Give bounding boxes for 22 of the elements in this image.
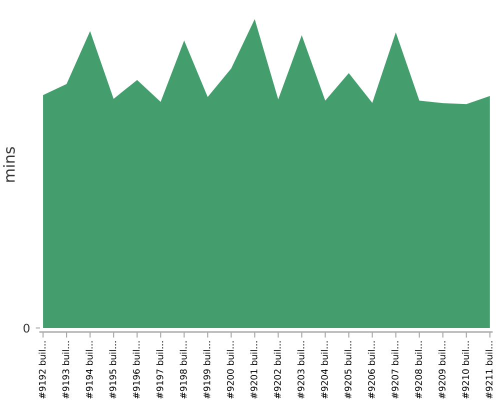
- x-tick-label: #9211 buil…: [486, 341, 493, 399]
- x-tick-label: #9193 buil…: [62, 341, 70, 399]
- x-tick-label: #9195 buil…: [109, 341, 116, 399]
- x-tick-label: #9208 buil…: [414, 341, 422, 399]
- x-tick-label: #9199 buil…: [203, 341, 210, 399]
- x-tick-label: #9205 buil…: [344, 341, 352, 399]
- x-tick-label: #9207 buil…: [391, 341, 398, 399]
- x-tick-label: #9196 buil…: [132, 341, 140, 399]
- x-tick-label: #9198 buil…: [180, 341, 187, 399]
- y-axis-title: mins: [3, 147, 15, 182]
- x-tick-label: #9203 buil…: [297, 341, 304, 399]
- x-tick-label: #9192 buil…: [38, 341, 46, 399]
- x-tick-label: #9204 buil…: [320, 341, 328, 399]
- x-tick-label: #9209 buil…: [438, 341, 446, 399]
- x-tick-label: #9200 buil…: [226, 341, 234, 399]
- x-tick-label: #9194 buil…: [86, 341, 93, 399]
- x-tick-label: #9197 buil…: [156, 341, 164, 399]
- x-tick-label: #9202 buil…: [274, 341, 281, 399]
- x-tick-label: #9201 buil…: [250, 341, 258, 399]
- x-tick-label: #9206 buil…: [368, 341, 375, 399]
- text: 0: [24, 324, 30, 333]
- x-tick-label: #9210 buil…: [462, 341, 469, 399]
